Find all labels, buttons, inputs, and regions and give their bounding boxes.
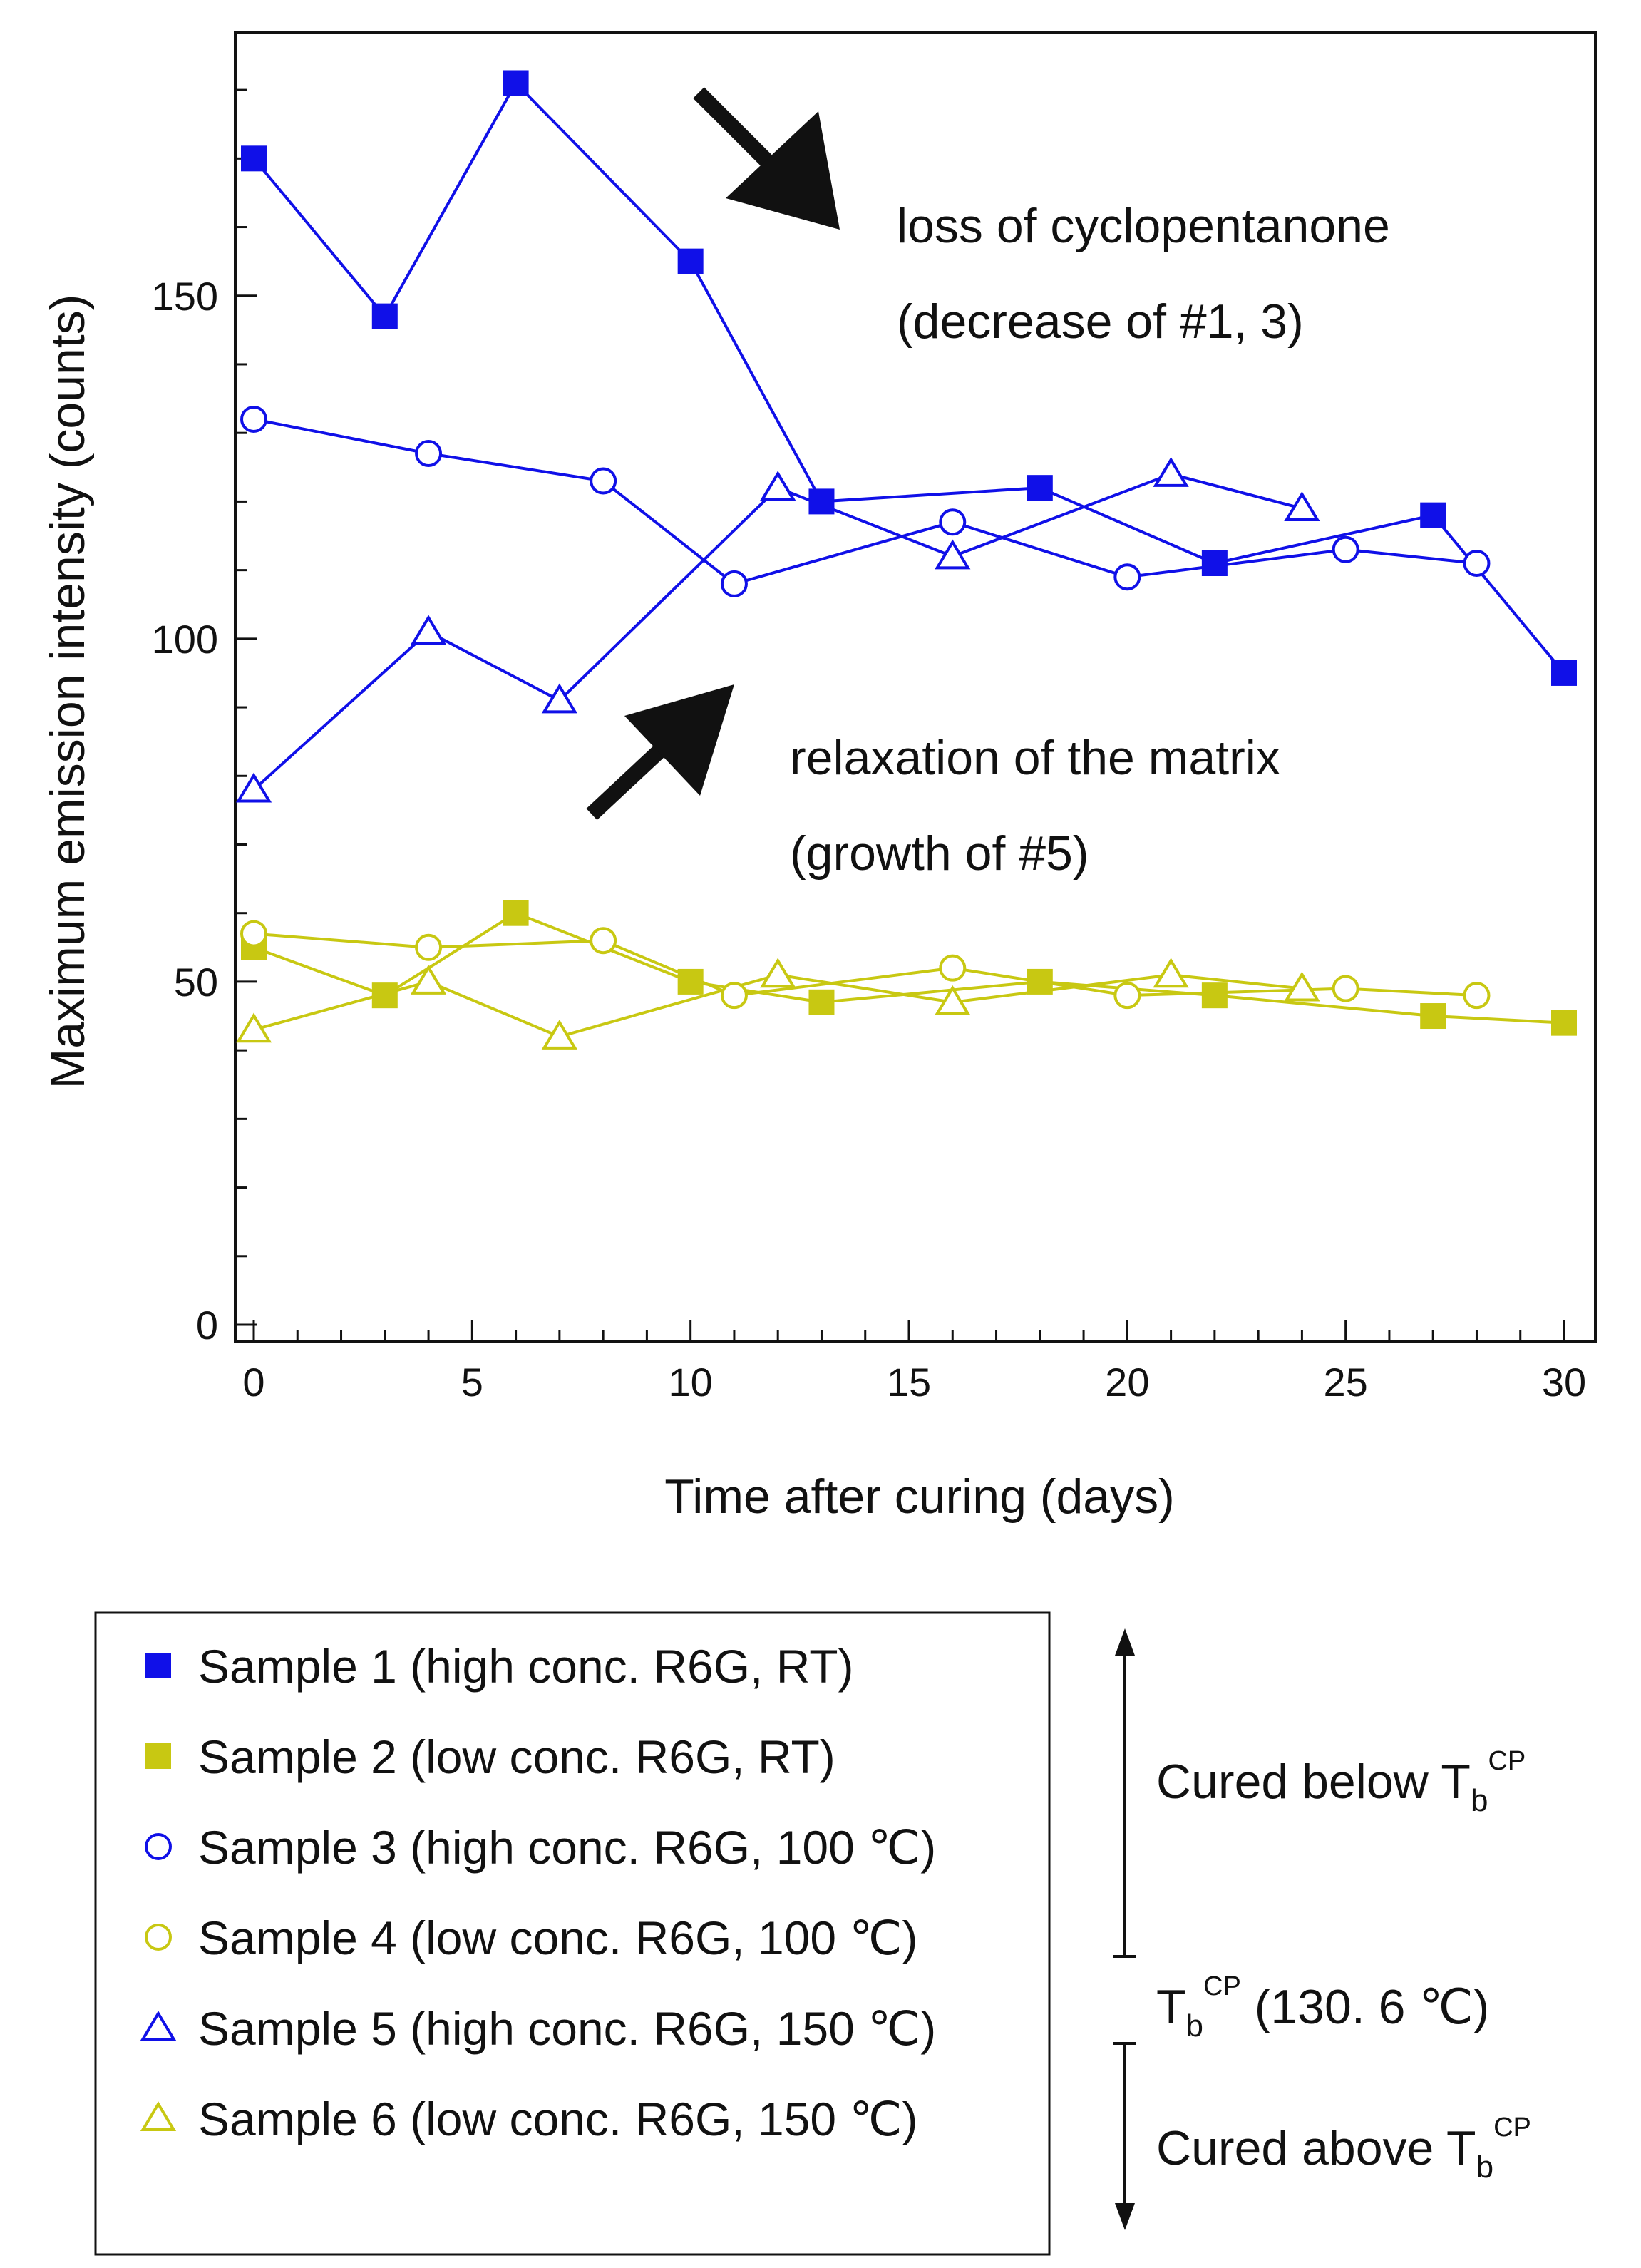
cured-above-label: Cured above TbCP <box>1156 2113 1531 2185</box>
series-3-point <box>1113 563 1141 591</box>
series-2-point <box>1027 968 1053 995</box>
series-1-point <box>371 303 398 329</box>
x-tick-label: 25 <box>1324 1360 1368 1405</box>
series-2-point <box>1201 982 1228 1009</box>
legend: Sample 1 (high conc. R6G, RT) Sample 2 (l… <box>140 1640 936 2145</box>
x-tick-label: 0 <box>242 1360 264 1405</box>
series-5-point <box>760 471 796 501</box>
series-6-point <box>935 985 971 1015</box>
legend-marker-4 <box>145 1924 172 1951</box>
axis-tick-labels: 0 5 10 15 20 25 30 0 50 100 150 <box>152 274 1587 1405</box>
series-6-point <box>1284 971 1320 1002</box>
series-4-point <box>939 954 967 982</box>
legend-label-2: Sample 2 (low conc. R6G, RT) <box>198 1730 835 1783</box>
series-1-point <box>241 145 267 172</box>
series-1-point <box>1027 475 1053 501</box>
series-4-point <box>1463 982 1491 1010</box>
series-3-point <box>240 405 267 433</box>
tb-label: TbCP (130. 6 ℃) <box>1156 1971 1489 2043</box>
series-2-point <box>1551 1010 1577 1036</box>
series-2-point <box>677 968 704 995</box>
series-4-point <box>1113 982 1141 1010</box>
series-1-point <box>808 488 835 515</box>
y-tick-label: 150 <box>152 274 218 319</box>
series-4-point <box>1332 975 1359 1002</box>
x-tick-label: 20 <box>1105 1360 1149 1405</box>
series-4-point <box>240 920 267 948</box>
arrow-decrease <box>693 87 840 230</box>
series-6-point <box>1153 958 1189 988</box>
series-2-line <box>253 911 1565 1025</box>
series-1-point <box>1551 660 1577 686</box>
legend-label-1: Sample 1 (high conc. R6G, RT) <box>198 1640 854 1693</box>
series-4-point <box>720 982 748 1010</box>
legend-box <box>94 1611 1051 2256</box>
series-3-point <box>590 467 617 495</box>
annotation-relax-line2: (growth of #5) <box>790 826 1089 881</box>
x-tick-label: 10 <box>669 1360 713 1405</box>
annotation-relax-line1: relaxation of the matrix <box>790 731 1280 785</box>
series-6-point <box>235 1012 272 1043</box>
annotation-loss-line1: loss of cyclopentanone <box>897 199 1390 253</box>
legend-marker-1 <box>145 1653 171 1678</box>
series-1-point <box>503 70 529 96</box>
series-5-point <box>935 539 971 570</box>
arrow-growth <box>586 684 734 821</box>
annotation-loss-line2: (decrease of #1, 3) <box>897 294 1304 349</box>
series-4-point <box>590 927 617 955</box>
cured-above-arrow <box>1113 2042 1136 2230</box>
series-6-point <box>760 958 796 988</box>
legend-label-5: Sample 5 (high conc. R6G, 150 ℃) <box>198 2002 936 2055</box>
series-2-point <box>371 982 398 1009</box>
series-1-line <box>252 81 1565 674</box>
y-tick-label: 100 <box>152 617 218 662</box>
y-tick-label: 0 <box>196 1303 218 1348</box>
series-1-point <box>1420 502 1446 528</box>
series-3-point <box>1332 535 1359 563</box>
x-axis-title: Time after curing (days) <box>664 1469 1174 1524</box>
series-markers <box>235 70 1577 1050</box>
legend-label-6: Sample 6 (low conc. R6G, 150 ℃) <box>198 2093 918 2145</box>
x-tick-label: 5 <box>461 1360 483 1405</box>
series-5-point <box>410 615 447 645</box>
legend-marker-5 <box>140 2011 177 2041</box>
series-3-point <box>720 570 748 597</box>
y-tick-label: 50 <box>174 960 218 1005</box>
series-5-point <box>1153 457 1189 487</box>
series-4-point <box>415 933 443 961</box>
legend-marker-3 <box>145 1833 172 1860</box>
x-tick-label: 30 <box>1542 1360 1586 1405</box>
cured-below-arrow <box>1113 1628 1136 1958</box>
series-3-point <box>415 440 443 468</box>
legend-marker-6 <box>140 2101 177 2131</box>
series-6-point <box>410 965 447 995</box>
axis-ticks <box>235 88 1565 1342</box>
series-2-point <box>503 900 529 926</box>
series-1-point <box>1201 550 1228 576</box>
plot-frame <box>234 31 1597 1343</box>
legend-label-4: Sample 4 (low conc. R6G, 100 ℃) <box>198 1912 918 1964</box>
legend-label-3: Sample 3 (high conc. R6G, 100 ℃) <box>198 1821 936 1874</box>
x-tick-label: 15 <box>887 1360 931 1405</box>
cured-below-label: Cured below TbCP <box>1156 1746 1526 1818</box>
series-5-point <box>235 772 272 803</box>
series-5-point <box>541 683 577 714</box>
series-5-point <box>1284 491 1320 522</box>
series-1-point <box>677 248 704 274</box>
y-axis-title: Maximum emission intensity (counts) <box>41 294 95 1089</box>
series-2-point <box>1420 1003 1446 1030</box>
series-3-line <box>253 417 1477 586</box>
series-2-point <box>808 989 835 1015</box>
series-3-point <box>939 508 967 536</box>
series-3-point <box>1463 550 1491 577</box>
legend-marker-2 <box>145 1743 171 1769</box>
series-6-point <box>541 1020 577 1050</box>
